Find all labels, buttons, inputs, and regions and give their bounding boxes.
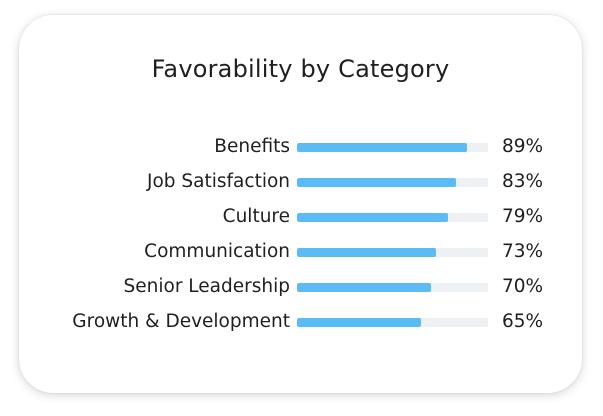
chart-title: Favorability by Category (151, 55, 450, 83)
value-label: 73% (502, 241, 544, 262)
bar-row: Benefits 89% (0, 135, 603, 159)
bar (297, 283, 431, 292)
bar-row: Job Satisfaction 83% (0, 170, 603, 194)
category-label: Job Satisfaction (147, 171, 290, 192)
category-label: Growth & Development (72, 311, 290, 332)
category-label: Benefits (214, 136, 290, 157)
bar-track (297, 143, 488, 152)
bar (297, 143, 467, 152)
value-label: 79% (502, 206, 544, 227)
value-label: 89% (502, 136, 544, 157)
bar-row: Communication 73% (0, 240, 603, 264)
category-label: Communication (144, 241, 290, 262)
value-label: 70% (502, 276, 544, 297)
bar-row: Senior Leadership 70% (0, 275, 603, 299)
bar-track (297, 283, 488, 292)
bar (297, 318, 421, 327)
bar (297, 178, 456, 187)
value-label: 65% (502, 311, 544, 332)
bar-track (297, 178, 488, 187)
bar-track (297, 248, 488, 257)
chart-card (19, 15, 582, 393)
bar-track (297, 318, 488, 327)
category-label: Culture (222, 206, 290, 227)
value-label: 83% (502, 171, 544, 192)
category-label: Senior Leadership (123, 276, 290, 297)
bar-row: Growth & Development 65% (0, 310, 603, 334)
bar (297, 248, 436, 257)
bar (297, 213, 448, 222)
bar-track (297, 213, 488, 222)
bar-row: Culture 79% (0, 205, 603, 229)
